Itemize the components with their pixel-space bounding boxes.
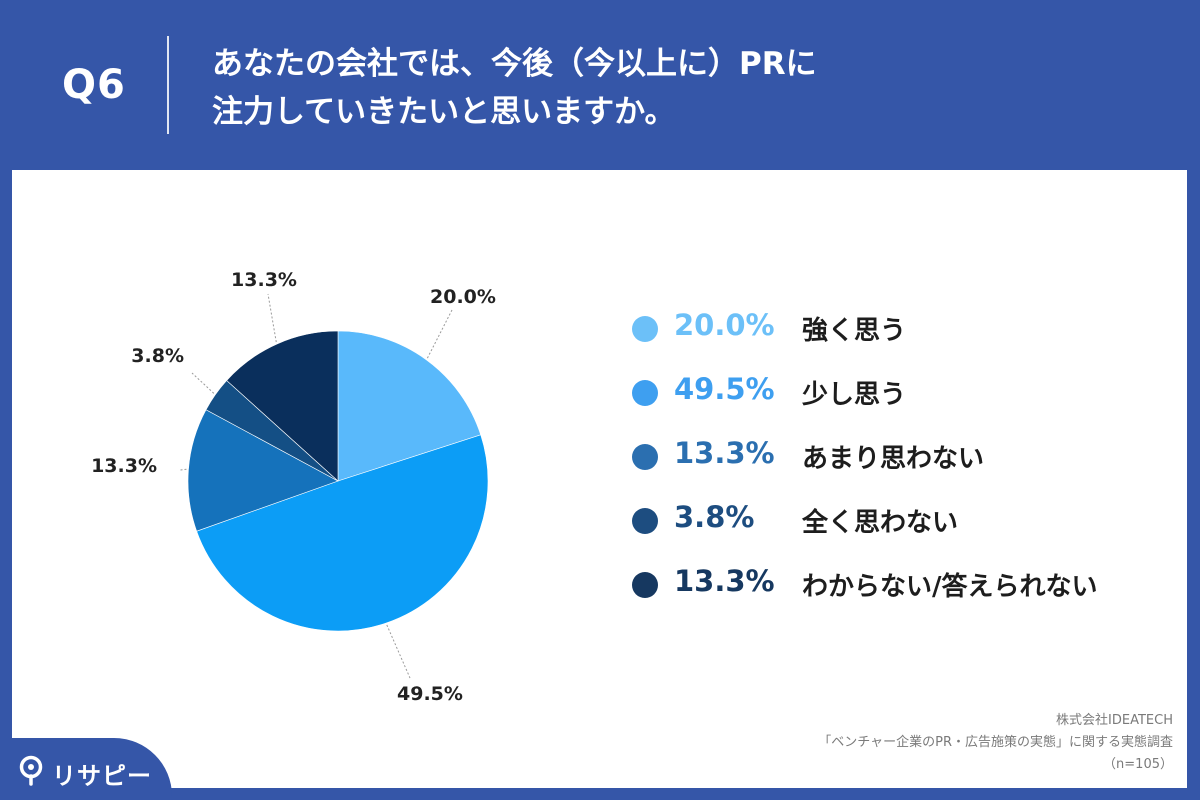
legend-percent: 13.3% — [674, 564, 775, 598]
question-number: Q6 — [62, 62, 126, 108]
legend-dot-icon — [632, 316, 658, 342]
legend-percent: 49.5% — [674, 372, 775, 406]
pie-slice-5 — [226, 330, 339, 482]
question-text: あなたの会社では、今後（今以上に）PRに 注力していきたいと思いますか。 — [212, 40, 1172, 136]
pie-value-label-4: 3.8% — [131, 345, 184, 367]
pie-value-label-1: 20.0% — [430, 286, 496, 308]
chart-panel: 20.0% 49.5% 13.3% 3.8% 13.3% 20.0% 強く思う 49.5% 少… — [12, 170, 1187, 788]
legend-label: あまり思わない — [802, 444, 985, 474]
legend-dot-icon — [632, 508, 658, 534]
leader-line-4 — [191, 372, 215, 394]
source-sample-size: （n=105） — [1103, 757, 1173, 772]
legend-dot-icon — [632, 380, 658, 406]
leader-line-2 — [386, 624, 411, 679]
legend-label: 全く思わない — [802, 508, 959, 538]
leader-line-5 — [267, 293, 277, 343]
header: Q6 あなたの会社では、今後（今以上に）PRに 注力していきたいと思いますか。 — [0, 0, 1200, 170]
question-line-2: 注力していきたいと思いますか。 — [212, 94, 676, 130]
legend-label: 強く思う — [802, 316, 907, 346]
header-divider — [167, 36, 169, 134]
source-survey: 「ベンチャー企業のPR・広告施策の実態」に関する実態調査 — [818, 735, 1173, 750]
pie-slice-3 — [187, 409, 339, 532]
legend-dot-icon — [632, 572, 658, 598]
pie-value-label-2: 49.5% — [397, 683, 463, 705]
legend-label: わからない/答えられない — [802, 572, 1098, 602]
pie-slice-1 — [337, 330, 482, 482]
pin-icon — [19, 755, 43, 786]
question-line-1: あなたの会社では、今後（今以上に）PRに — [212, 46, 817, 82]
logo-tab — [0, 738, 172, 800]
pie-slice-2 — [196, 434, 489, 632]
legend-percent: 20.0% — [674, 308, 775, 342]
leader-line-3 — [179, 468, 187, 471]
source-note: 株式会社IDEATECH 「ベンチャー企業のPR・広告施策の実態」に関する実態調… — [818, 710, 1173, 776]
logo-text: リサピー — [52, 762, 152, 790]
pie-value-label-5: 13.3% — [231, 269, 297, 291]
source-company: 株式会社IDEATECH — [1056, 713, 1173, 728]
pie-value-label-3: 13.3% — [91, 455, 157, 477]
legend-dot-icon — [632, 444, 658, 470]
leader-line-1 — [426, 309, 453, 359]
legend-percent: 13.3% — [674, 436, 775, 470]
legend-label: 少し思う — [802, 380, 907, 410]
pie-chart: 20.0% 49.5% 13.3% 3.8% 13.3% — [91, 269, 496, 705]
legend-percent: 3.8% — [674, 500, 755, 534]
